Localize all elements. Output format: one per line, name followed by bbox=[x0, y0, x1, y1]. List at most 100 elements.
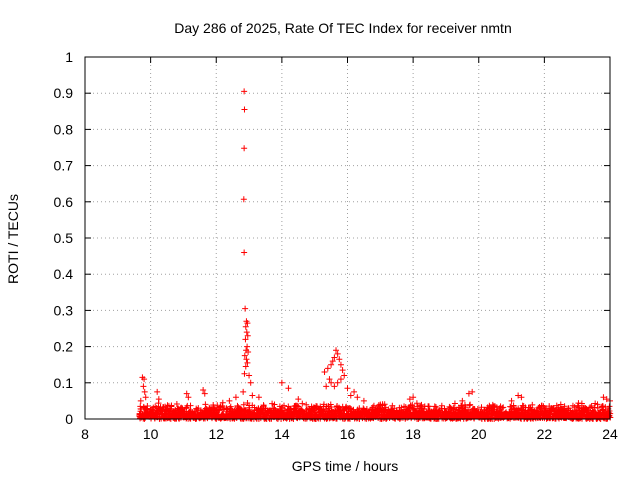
data-point bbox=[381, 408, 388, 415]
data-point bbox=[141, 376, 148, 383]
data-point bbox=[347, 405, 354, 412]
data-point bbox=[603, 396, 610, 403]
data-point bbox=[493, 404, 500, 411]
data-point bbox=[425, 403, 432, 410]
data-point bbox=[337, 376, 344, 383]
data-point bbox=[232, 394, 239, 401]
data-point bbox=[341, 372, 348, 379]
x-tick-label: 20 bbox=[471, 426, 487, 442]
data-point bbox=[418, 401, 425, 408]
data-point bbox=[303, 401, 310, 408]
data-point bbox=[406, 396, 413, 403]
y-tick-label: 0.2 bbox=[54, 339, 74, 355]
data-point bbox=[413, 400, 420, 407]
data-point bbox=[141, 388, 148, 395]
data-point bbox=[154, 388, 161, 395]
data-point bbox=[241, 145, 248, 152]
data-point bbox=[582, 405, 589, 412]
data-point bbox=[185, 394, 192, 401]
data-point bbox=[331, 354, 338, 361]
data-point bbox=[347, 392, 354, 399]
data-point bbox=[518, 394, 525, 401]
data-point bbox=[137, 397, 144, 404]
data-point bbox=[244, 359, 251, 366]
data-point bbox=[606, 407, 613, 414]
data-point bbox=[140, 383, 147, 390]
data-point bbox=[155, 396, 162, 403]
data-point bbox=[281, 402, 288, 409]
data-point bbox=[168, 402, 175, 409]
data-point bbox=[500, 404, 507, 411]
data-point bbox=[183, 390, 190, 397]
data-point bbox=[173, 401, 180, 408]
data-point bbox=[255, 394, 262, 401]
data-point bbox=[323, 383, 330, 390]
data-point bbox=[334, 379, 341, 386]
data-point bbox=[241, 249, 248, 256]
data-point bbox=[360, 397, 367, 404]
data-point bbox=[600, 394, 607, 401]
data-point bbox=[226, 397, 233, 404]
data-point bbox=[142, 394, 149, 401]
data-point bbox=[333, 347, 340, 354]
data-point bbox=[242, 323, 249, 330]
x-tick-label: 14 bbox=[274, 426, 290, 442]
data-point bbox=[336, 356, 343, 363]
y-tick-label: 1 bbox=[65, 49, 73, 65]
y-tick-label: 0.6 bbox=[54, 194, 74, 210]
data-point bbox=[410, 394, 417, 401]
data-point bbox=[328, 379, 335, 386]
data-point bbox=[331, 383, 338, 390]
data-point bbox=[328, 361, 335, 368]
data-point bbox=[299, 400, 306, 407]
data-point bbox=[459, 397, 466, 404]
data-point bbox=[594, 404, 601, 411]
x-tick-label: 24 bbox=[602, 426, 618, 442]
data-point bbox=[240, 388, 247, 395]
data-point bbox=[227, 403, 234, 410]
data-point bbox=[271, 401, 278, 408]
data-point bbox=[294, 402, 301, 409]
data-point bbox=[529, 401, 536, 408]
data-point bbox=[466, 402, 473, 409]
data-point bbox=[578, 400, 585, 407]
data-point bbox=[201, 390, 208, 397]
data-point bbox=[508, 397, 515, 404]
data-point bbox=[214, 402, 221, 409]
y-tick-label: 0.4 bbox=[54, 266, 74, 282]
axis-ticks: 8 10 12 14 16 18 20 22 24 0 0.1 0.2 0.3 0.4 0.5 0.6 0.7 0… bbox=[54, 49, 618, 442]
data-point bbox=[409, 401, 416, 408]
data-point bbox=[321, 368, 328, 375]
data-point bbox=[465, 390, 472, 397]
data-point bbox=[478, 404, 485, 411]
data-point bbox=[215, 407, 222, 414]
data-point bbox=[242, 336, 249, 343]
data-point bbox=[311, 407, 318, 414]
data-point bbox=[337, 361, 344, 368]
data-point bbox=[431, 403, 438, 410]
data-point bbox=[200, 387, 207, 394]
data-point bbox=[241, 106, 248, 113]
y-tick-label: 0 bbox=[65, 411, 73, 427]
x-tick-label: 8 bbox=[81, 426, 89, 442]
data-point bbox=[162, 411, 169, 418]
data-point bbox=[451, 400, 458, 407]
data-point bbox=[243, 329, 250, 336]
data-point bbox=[295, 396, 302, 403]
data-point bbox=[339, 367, 346, 374]
data-point bbox=[242, 363, 249, 370]
y-tick-label: 0.3 bbox=[54, 302, 74, 318]
data-point bbox=[244, 343, 251, 350]
y-tick-label: 0.7 bbox=[54, 158, 74, 174]
data-point bbox=[474, 406, 481, 413]
data-point bbox=[432, 404, 439, 411]
data-point bbox=[278, 379, 285, 386]
x-tick-label: 12 bbox=[208, 426, 224, 442]
data-point bbox=[246, 406, 253, 413]
y-tick-label: 0.5 bbox=[54, 230, 74, 246]
y-tick-label: 0.9 bbox=[54, 85, 74, 101]
data-point bbox=[329, 358, 336, 365]
data-point bbox=[246, 372, 253, 379]
data-point bbox=[243, 356, 250, 363]
